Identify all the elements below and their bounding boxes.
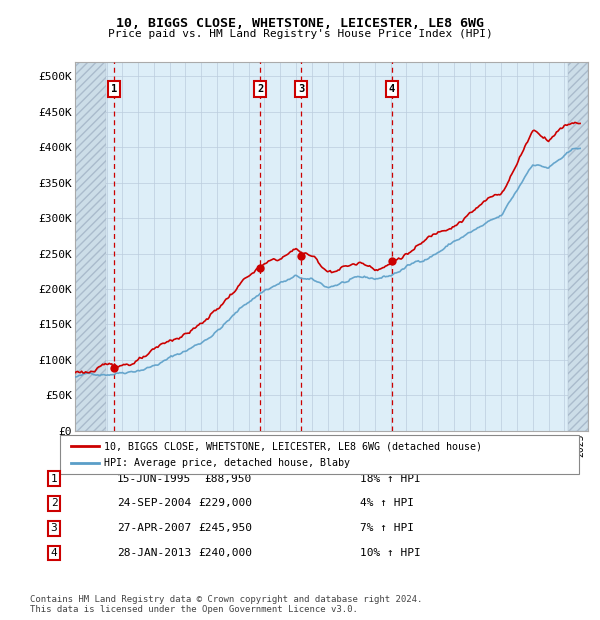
Text: £229,000: £229,000 — [198, 498, 252, 508]
Text: 24-SEP-2004: 24-SEP-2004 — [117, 498, 191, 508]
Text: 10% ↑ HPI: 10% ↑ HPI — [360, 548, 421, 558]
Text: 4: 4 — [389, 84, 395, 94]
Text: Contains HM Land Registry data © Crown copyright and database right 2024.: Contains HM Land Registry data © Crown c… — [30, 595, 422, 604]
Text: 10, BIGGS CLOSE, WHETSTONE, LEICESTER, LE8 6WG (detached house): 10, BIGGS CLOSE, WHETSTONE, LEICESTER, L… — [104, 441, 482, 451]
Text: 15-JUN-1995: 15-JUN-1995 — [117, 474, 191, 484]
Text: 2: 2 — [50, 498, 58, 508]
Text: 3: 3 — [298, 84, 304, 94]
Text: £88,950: £88,950 — [205, 474, 252, 484]
Text: 18% ↑ HPI: 18% ↑ HPI — [360, 474, 421, 484]
Text: £245,950: £245,950 — [198, 523, 252, 533]
Text: 28-JAN-2013: 28-JAN-2013 — [117, 548, 191, 558]
Text: 2: 2 — [257, 84, 263, 94]
Text: 4% ↑ HPI: 4% ↑ HPI — [360, 498, 414, 508]
Text: 10, BIGGS CLOSE, WHETSTONE, LEICESTER, LE8 6WG: 10, BIGGS CLOSE, WHETSTONE, LEICESTER, L… — [116, 17, 484, 30]
Text: 1: 1 — [110, 84, 117, 94]
Text: Price paid vs. HM Land Registry's House Price Index (HPI): Price paid vs. HM Land Registry's House … — [107, 29, 493, 39]
Text: 1: 1 — [50, 474, 58, 484]
Text: HPI: Average price, detached house, Blaby: HPI: Average price, detached house, Blab… — [104, 458, 350, 468]
Text: 27-APR-2007: 27-APR-2007 — [117, 523, 191, 533]
Text: This data is licensed under the Open Government Licence v3.0.: This data is licensed under the Open Gov… — [30, 604, 358, 614]
Text: 7% ↑ HPI: 7% ↑ HPI — [360, 523, 414, 533]
Text: 4: 4 — [50, 548, 58, 558]
Text: £240,000: £240,000 — [198, 548, 252, 558]
Text: 3: 3 — [50, 523, 58, 533]
